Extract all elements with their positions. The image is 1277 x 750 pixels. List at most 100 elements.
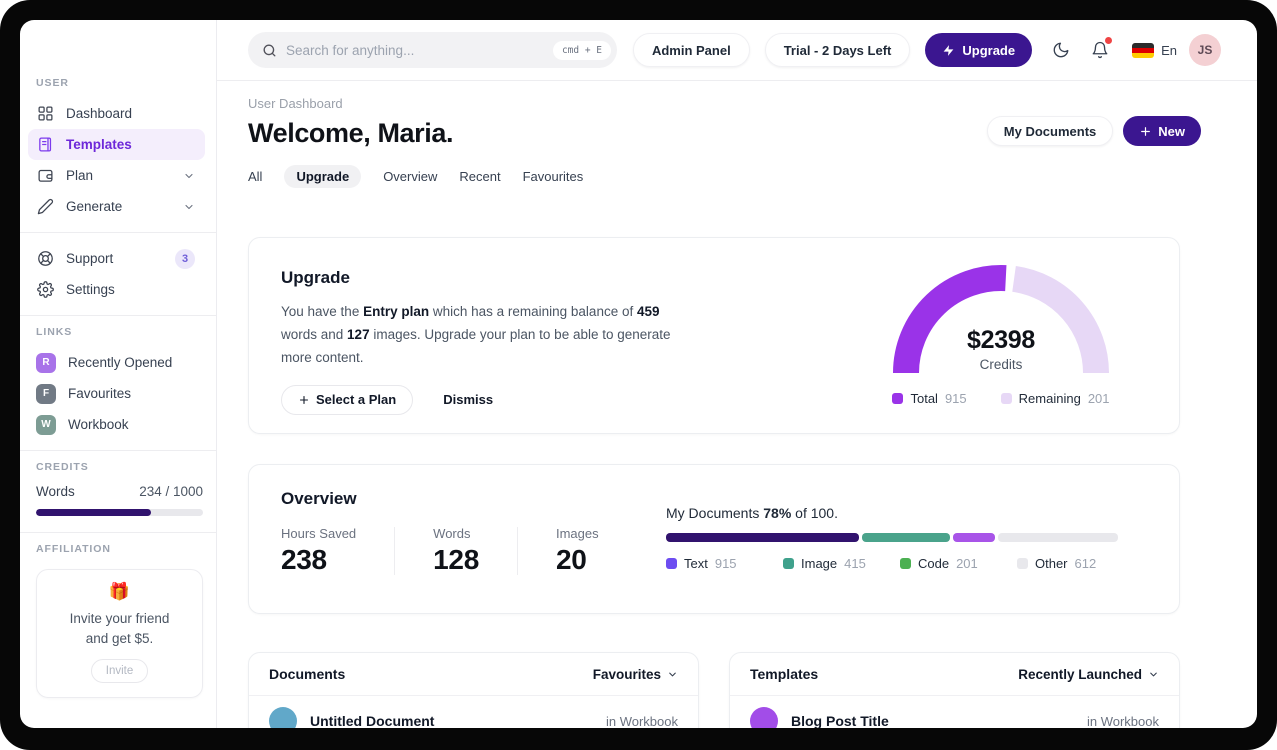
affiliation-text: Invite your friend and get $5. (69, 611, 170, 646)
sidebar-item-label: Settings (66, 282, 115, 297)
chevron-down-icon (183, 201, 195, 213)
sidebar-link-favourites[interactable]: F Favourites (28, 378, 205, 409)
gear-icon (36, 281, 54, 299)
upgrade-card: Upgrade You have the Entry plan which ha… (248, 237, 1180, 434)
language-label[interactable]: En (1161, 42, 1177, 58)
upgrade-card-actions: Select a Plan Dismiss (281, 384, 1147, 415)
sidebar-section-affiliation: AFFILIATION (36, 543, 111, 555)
my-documents-button[interactable]: My Documents (986, 116, 1114, 146)
credits-label: Words (36, 484, 75, 499)
credits-gauge-svg (893, 265, 1109, 374)
sidebar-link-label: Workbook (68, 417, 129, 432)
gift-icon: 🎁 (108, 582, 131, 601)
sidebar-item-label: Dashboard (66, 106, 133, 121)
plus-icon (298, 394, 310, 406)
chevron-down-icon (667, 669, 678, 680)
select-plan-button[interactable]: Select a Plan (281, 384, 414, 415)
app-window: USER Dashboard Templates Plan (20, 20, 1257, 728)
documents-stacked-bar (666, 533, 1118, 542)
notification-dot (1105, 37, 1113, 44)
documents-card-header: Documents Favourites (249, 653, 698, 696)
link-letter-badge: R (36, 352, 56, 373)
legend-item-code: Code 201 (900, 556, 1017, 571)
sidebar-item-dashboard[interactable]: Dashboard (28, 98, 205, 129)
stat-divider (394, 527, 396, 575)
legend-item-other: Other 612 (1017, 556, 1118, 571)
overview-stats: Hours Saved 238 Words 128 Images 20 (281, 526, 1147, 576)
chevron-down-icon (1148, 669, 1159, 680)
stat-words: Words 128 (433, 526, 479, 575)
sidebar-item-settings[interactable]: Settings (28, 274, 205, 305)
search-bar[interactable]: cmd + E (248, 32, 617, 68)
sidebar-section-links: LINKS (36, 326, 73, 338)
main-area: cmd + E Admin Panel Trial - 2 Days Left … (217, 20, 1257, 728)
credits-gauge: $2398 Credits Total 915 Remaining (885, 264, 1117, 406)
lifebuoy-icon (36, 250, 54, 268)
document-list-item[interactable]: Untitled Document in Workbook (249, 696, 698, 728)
link-letter-badge: W (36, 414, 56, 435)
tab-recent[interactable]: Recent (459, 169, 501, 184)
admin-panel-button[interactable]: Admin Panel (632, 33, 750, 67)
template-location: in Workbook (1086, 713, 1159, 729)
documents-card: Documents Favourites Untitled Document i… (248, 652, 699, 728)
tab-all[interactable]: All (248, 169, 263, 184)
stat-divider (516, 527, 518, 575)
page-header: User Dashboard Welcome, Maria. My Docume… (248, 96, 1201, 149)
credits-progress-bar (36, 509, 203, 516)
document-location: in Workbook (605, 713, 678, 729)
template-list-item[interactable]: Blog Post Title in Workbook (730, 696, 1179, 728)
journal-icon (36, 136, 54, 154)
search-input[interactable] (286, 42, 544, 58)
credits-progress-fill (36, 509, 152, 516)
tab-favourites[interactable]: Favourites (522, 169, 584, 184)
templates-filter-dropdown[interactable]: Recently Launched (1018, 667, 1159, 682)
sidebar-link-label: Recently Opened (68, 355, 173, 370)
sidebar-divider (20, 532, 216, 533)
bar-segment-text (666, 533, 859, 542)
sidebar-item-templates[interactable]: Templates (28, 129, 205, 160)
document-name: Untitled Document (310, 713, 435, 728)
overview-card: Overview Hours Saved 238 Words 128 Image… (248, 464, 1180, 614)
invite-button[interactable]: Invite (90, 659, 149, 684)
search-icon (262, 43, 277, 58)
sidebar-link-workbook[interactable]: W Workbook (28, 409, 205, 440)
grid-icon (36, 105, 54, 123)
documents-filter-dropdown[interactable]: Favourites (593, 667, 678, 682)
templates-card-title: Templates (750, 666, 819, 682)
legend-swatch (892, 393, 904, 404)
breadcrumb: User Dashboard (248, 96, 343, 111)
notifications-bell-icon[interactable] (1089, 37, 1113, 61)
sidebar-item-support[interactable]: Support 3 (28, 243, 205, 274)
upgrade-button[interactable]: Upgrade (925, 33, 1033, 67)
sidebar-item-plan[interactable]: Plan (28, 160, 205, 191)
sidebar-divider (20, 232, 216, 233)
legend-swatch (783, 558, 794, 569)
credits-row: Words 234 / 1000 (36, 484, 203, 499)
document-avatar (269, 707, 297, 728)
legend-item-image: Image 415 (783, 556, 900, 571)
user-avatar[interactable]: JS (1189, 34, 1221, 66)
wallet-icon (36, 167, 54, 185)
legend-item-remaining: Remaining 201 (1000, 391, 1110, 406)
bar-segment-other (997, 533, 1118, 542)
sidebar-divider (20, 450, 216, 451)
dark-mode-moon-icon[interactable] (1050, 39, 1072, 61)
sidebar: USER Dashboard Templates Plan (20, 20, 217, 728)
sidebar-section-user: USER (36, 77, 69, 89)
language-flag-germany[interactable] (1132, 42, 1155, 58)
support-count-badge: 3 (175, 248, 195, 269)
sidebar-item-generate[interactable]: Generate (28, 191, 205, 222)
tab-overview[interactable]: Overview (383, 169, 438, 184)
trial-badge-button[interactable]: Trial - 2 Days Left (764, 33, 911, 67)
tab-upgrade[interactable]: Upgrade (284, 165, 362, 188)
sidebar-item-label: Support (66, 251, 114, 266)
credits-label: Credits (979, 357, 1023, 372)
affiliation-card: 🎁 Invite your friend and get $5. Invite (36, 569, 203, 699)
sidebar-link-label: Favourites (68, 386, 132, 401)
page-title: Welcome, Maria. (248, 118, 454, 148)
new-button[interactable]: New (1123, 116, 1201, 146)
sidebar-item-label: Templates (66, 137, 132, 152)
documents-usage-line: My Documents 78% of 100. (666, 505, 838, 521)
sidebar-link-recently-opened[interactable]: R Recently Opened (28, 347, 205, 378)
dismiss-button[interactable]: Dismiss (443, 392, 494, 408)
